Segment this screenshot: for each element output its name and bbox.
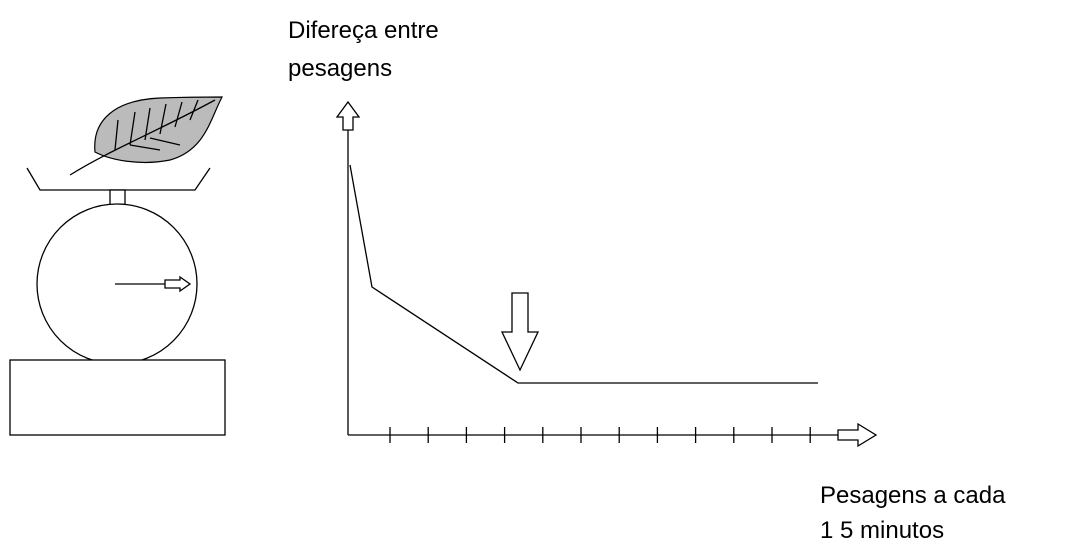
base — [10, 360, 225, 435]
scale-illustration — [10, 97, 225, 435]
marker-arrow — [502, 293, 538, 370]
x-label-line: Pesagens a cada — [820, 482, 1006, 509]
curve — [350, 165, 818, 383]
x-axis-arrow — [838, 424, 876, 446]
x-label-line: 1 5 minutos — [820, 517, 944, 544]
tray — [27, 168, 210, 190]
graph — [337, 102, 876, 446]
diagram: Difereça entre pesagens Pesagens a cada … — [0, 0, 1069, 544]
y-axis-arrow — [337, 102, 359, 130]
y-label-line: pesagens — [288, 55, 392, 82]
y-label-line: Difereça entre — [288, 17, 439, 44]
